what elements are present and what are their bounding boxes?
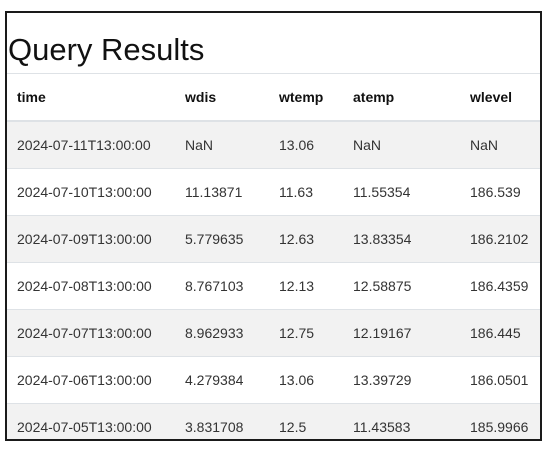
- cell-time: 2024-07-07T13:00:00: [7, 309, 175, 357]
- column-header-atemp: atemp: [343, 73, 460, 122]
- cell-wlevel: 186.539: [460, 168, 540, 216]
- cell-time: 2024-07-06T13:00:00: [7, 356, 175, 404]
- cell-wdis: 8.962933: [175, 309, 269, 357]
- cell-time: 2024-07-09T13:00:00: [7, 215, 175, 263]
- cell-wlevel: 186.2102: [460, 215, 540, 263]
- cell-atemp: 13.83354: [343, 215, 460, 263]
- cell-wlevel: 186.445: [460, 309, 540, 357]
- page-title: Query Results: [8, 32, 205, 67]
- cell-wtemp: 12.63: [269, 215, 343, 263]
- cell-time: 2024-07-10T13:00:00: [7, 168, 175, 216]
- cell-atemp: 11.55354: [343, 168, 460, 216]
- cell-wdis: 5.779635: [175, 215, 269, 263]
- column-header-wlevel: wlevel: [460, 73, 540, 122]
- cell-wtemp: 12.5: [269, 403, 343, 439]
- table-header-row: time wdis wtemp atemp wlevel: [7, 73, 540, 122]
- cell-wtemp: 12.13: [269, 262, 343, 310]
- cell-wdis: 3.831708: [175, 403, 269, 439]
- cell-wtemp: 13.06: [269, 356, 343, 404]
- table-row: 2024-07-08T13:00:00 8.767103 12.13 12.58…: [7, 262, 540, 310]
- results-panel: Query Results time wdis wtemp atemp wlev…: [5, 11, 542, 441]
- cell-time: 2024-07-08T13:00:00: [7, 262, 175, 310]
- cell-wlevel: 186.4359: [460, 262, 540, 310]
- column-header-wtemp: wtemp: [269, 73, 343, 122]
- column-header-time: time: [7, 73, 175, 122]
- cell-atemp: 12.58875: [343, 262, 460, 310]
- column-header-wdis: wdis: [175, 73, 269, 122]
- cell-wdis: NaN: [175, 120, 269, 169]
- cell-atemp: 11.43583: [343, 403, 460, 439]
- results-table: time wdis wtemp atemp wlevel 2024-07-11T…: [7, 73, 540, 439]
- cell-wtemp: 13.06: [269, 120, 343, 169]
- cell-wlevel: 185.9966: [460, 403, 540, 439]
- table-row: 2024-07-07T13:00:00 8.962933 12.75 12.19…: [7, 309, 540, 357]
- cell-wdis: 11.13871: [175, 168, 269, 216]
- cell-wdis: 4.279384: [175, 356, 269, 404]
- cell-wlevel: 186.0501: [460, 356, 540, 404]
- cell-time: 2024-07-11T13:00:00: [7, 120, 175, 169]
- cell-wdis: 8.767103: [175, 262, 269, 310]
- cell-wlevel: NaN: [460, 120, 540, 169]
- table-row: 2024-07-11T13:00:00 NaN 13.06 NaN NaN: [7, 120, 540, 169]
- cell-wtemp: 11.63: [269, 168, 343, 216]
- cell-time: 2024-07-05T13:00:00: [7, 403, 175, 439]
- table-row: 2024-07-10T13:00:00 11.13871 11.63 11.55…: [7, 168, 540, 216]
- table-row: 2024-07-05T13:00:00 3.831708 12.5 11.435…: [7, 403, 540, 439]
- cell-wtemp: 12.75: [269, 309, 343, 357]
- cell-atemp: 12.19167: [343, 309, 460, 357]
- cell-atemp: 13.39729: [343, 356, 460, 404]
- table-row: 2024-07-09T13:00:00 5.779635 12.63 13.83…: [7, 215, 540, 263]
- cell-atemp: NaN: [343, 120, 460, 169]
- table-row: 2024-07-06T13:00:00 4.279384 13.06 13.39…: [7, 356, 540, 404]
